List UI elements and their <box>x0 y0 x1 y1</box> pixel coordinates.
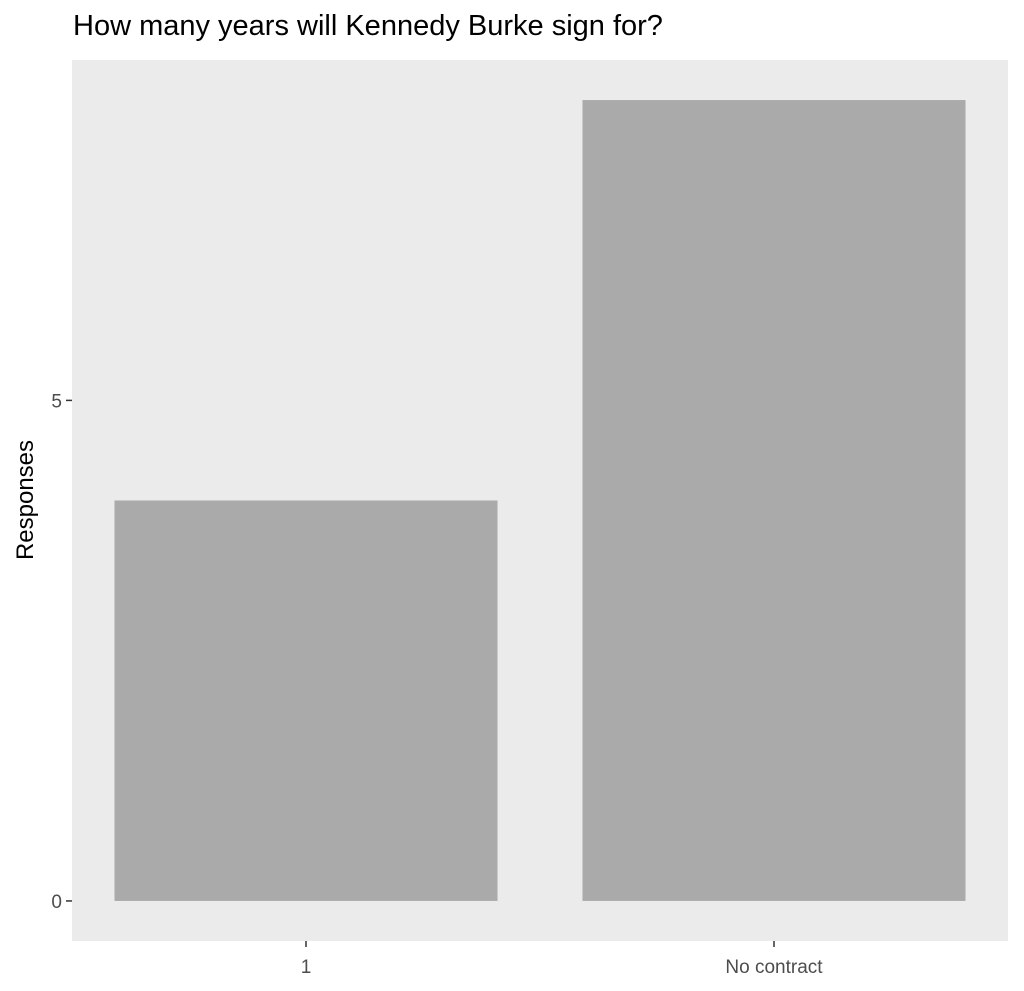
bar-1 <box>114 500 498 901</box>
x-tick-label: No contract <box>725 957 823 978</box>
y-tick-label: 0 <box>51 892 62 913</box>
chart-title: How many years will Kennedy Burke sign f… <box>73 10 663 42</box>
bar-no-contract <box>582 100 966 901</box>
x-tick-label: 1 <box>301 957 312 978</box>
y-tick-label: 5 <box>51 391 62 412</box>
